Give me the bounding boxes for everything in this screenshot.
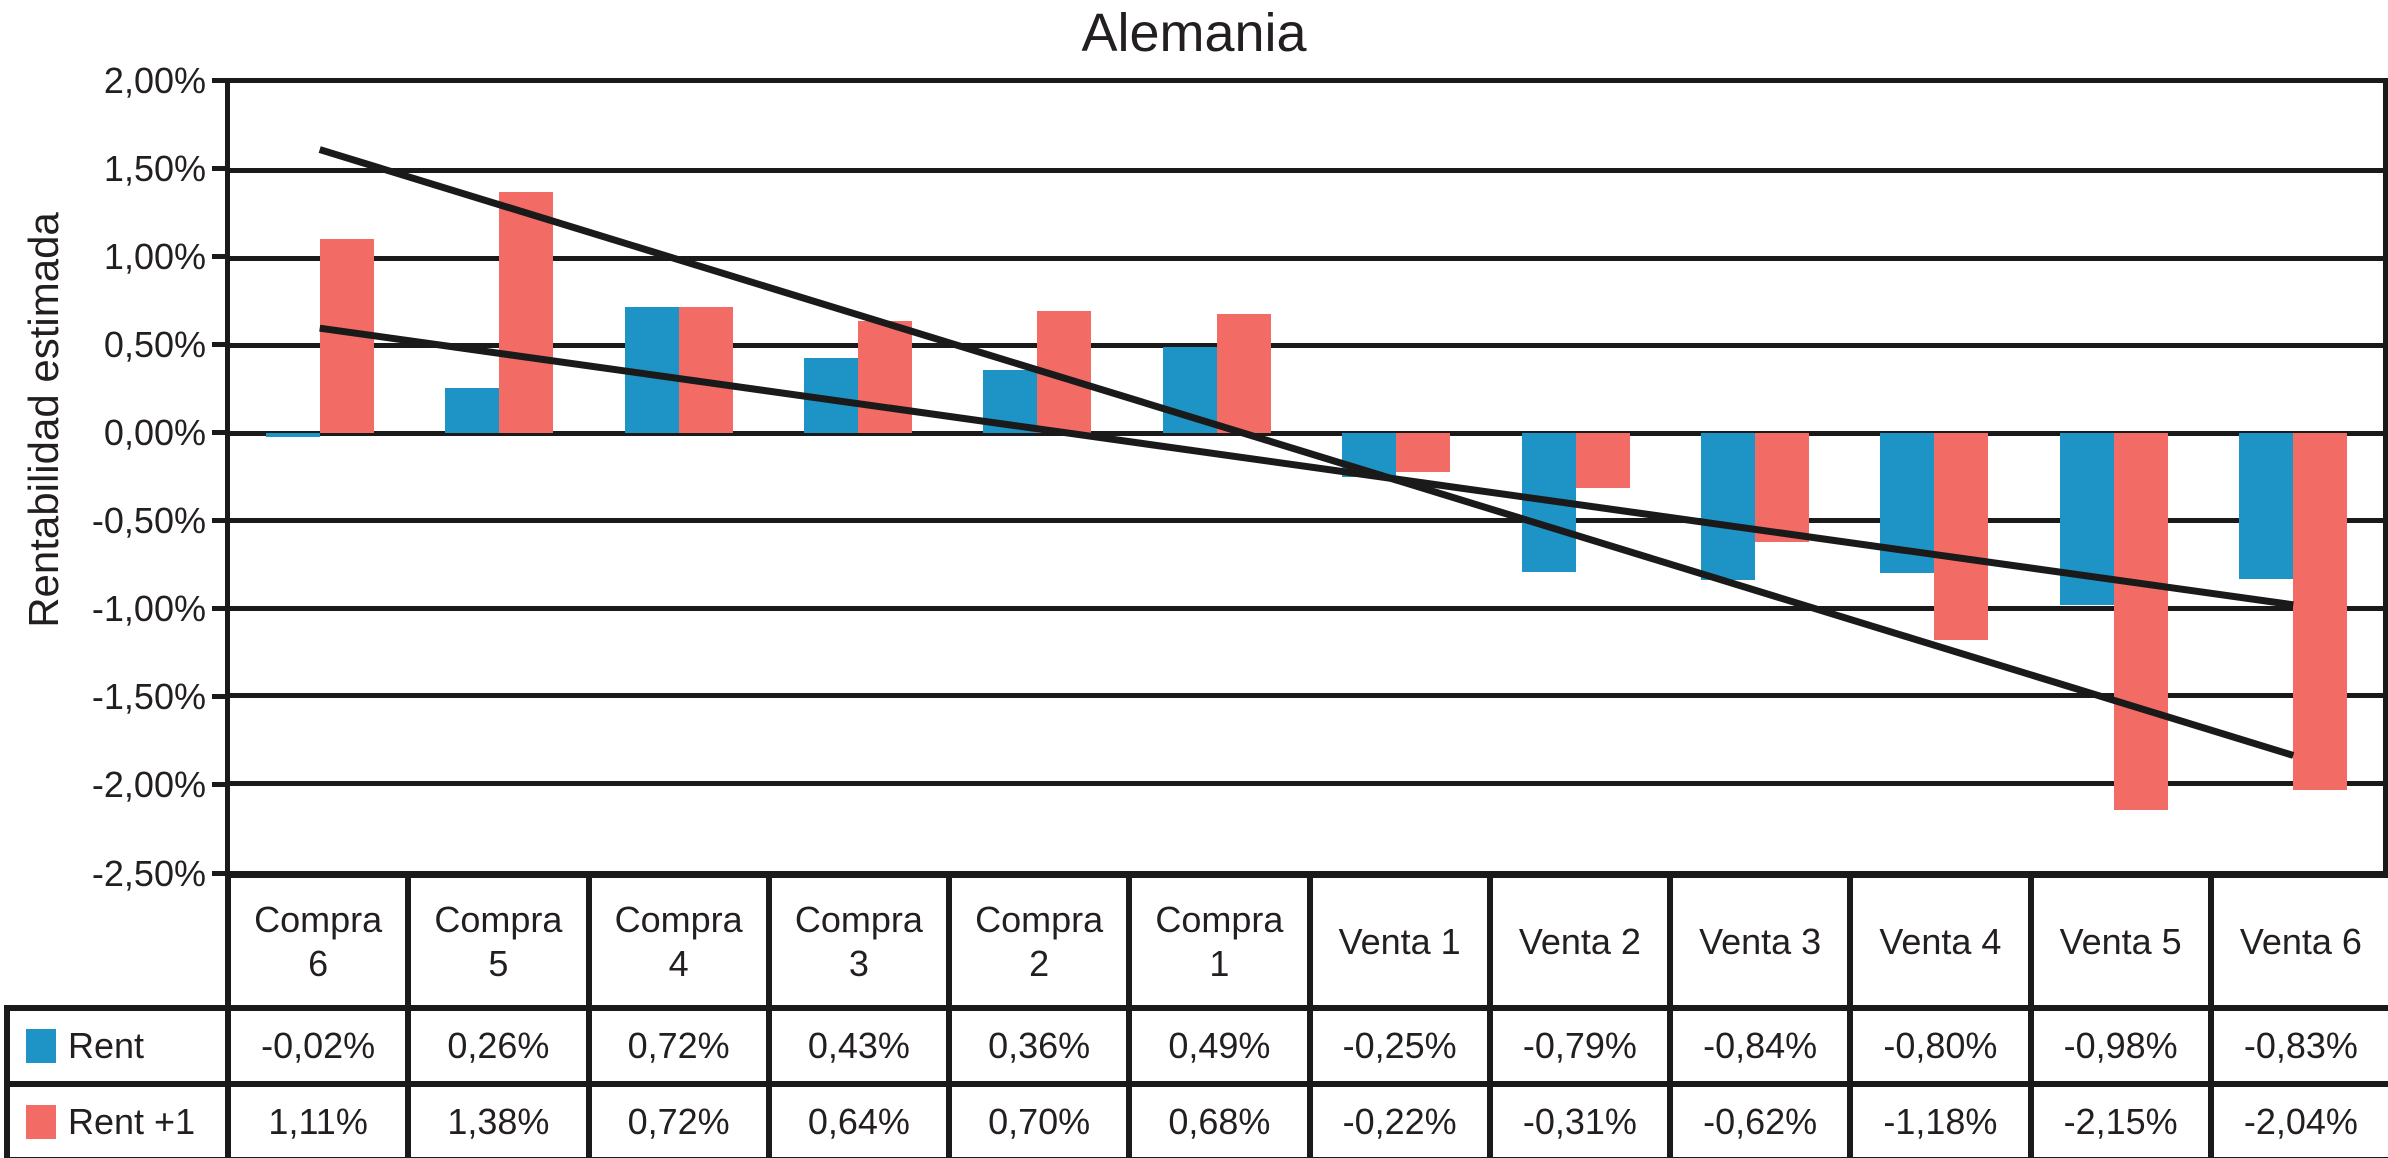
value-cell-4: 0,70% — [945, 1081, 1133, 1158]
legend-cell: Rent +1 — [4, 1081, 231, 1158]
y-tick-label: 2,00% — [103, 59, 206, 101]
value-cell-11: -0,83% — [2207, 1005, 2388, 1087]
y-tick-label: 1,00% — [103, 235, 206, 277]
value-cell-3: 0,43% — [765, 1005, 953, 1087]
category-header-row: Compra 6 Compra 5 Compra 4 Compra 3 Compra 2… — [7, 872, 2388, 1011]
legend-swatch-icon — [26, 1105, 56, 1139]
y-axis-tick — [212, 518, 226, 524]
legend-series-name: Rent +1 — [68, 1101, 196, 1142]
bar-rent-0 — [265, 433, 320, 437]
y-axis-tick — [212, 341, 226, 347]
value-cell-7: -0,79% — [1486, 1005, 1674, 1087]
category-label-6: Venta 1 — [1306, 872, 1493, 1011]
y-tick-label: 0,00% — [103, 411, 206, 453]
gridline — [230, 255, 2383, 261]
y-tick-label: -1,00% — [91, 588, 206, 630]
bar-rent-+1-1 — [499, 191, 554, 434]
y-axis-tick — [212, 782, 226, 788]
category-label-11: Venta 6 — [2207, 872, 2388, 1011]
bar-rent-+1-9 — [1934, 433, 1989, 640]
gridline — [230, 518, 2383, 524]
bar-rent-11 — [2239, 433, 2294, 579]
bar-rent-+1-5 — [1216, 314, 1271, 434]
gridline — [230, 780, 2383, 786]
gridline — [230, 430, 2383, 436]
legend-swatch-icon — [26, 1029, 56, 1063]
y-axis-tick — [212, 429, 226, 435]
y-tick-label: -2,00% — [91, 764, 206, 806]
value-cell-9: -0,80% — [1847, 1005, 2034, 1087]
bar-rent-+1-6 — [1396, 433, 1451, 472]
data-table: Compra 6 Compra 5 Compra 4 Compra 3 Compra 2… — [4, 872, 2388, 1158]
value-cell-3: 0,64% — [765, 1081, 953, 1158]
legend-cell: Rent — [4, 1005, 231, 1087]
chart-title: Alemania — [1081, 3, 1307, 63]
value-cell-11: -2,04% — [2207, 1081, 2388, 1158]
gridline — [230, 693, 2383, 699]
y-axis-tick — [212, 870, 226, 876]
y-axis-tick — [212, 694, 226, 700]
y-tick-label: -2,50% — [91, 852, 206, 894]
plot-area — [225, 78, 2388, 876]
category-label-8: Venta 3 — [1666, 872, 1854, 1011]
category-label-5: Compra 1 — [1126, 872, 1313, 1011]
bar-rent-8 — [1701, 433, 1756, 581]
value-cell-0: -0,02% — [224, 1005, 412, 1087]
y-axis-tick — [212, 253, 226, 259]
bar-rent-+1-11 — [2293, 433, 2348, 791]
category-label-0: Compra 6 — [224, 872, 412, 1011]
category-label-2: Compra 4 — [585, 872, 772, 1011]
value-cell-4: 0,36% — [945, 1005, 1133, 1087]
value-cell-6: -0,22% — [1306, 1081, 1493, 1158]
value-cell-6: -0,25% — [1306, 1005, 1493, 1087]
bar-rent-1 — [445, 387, 500, 434]
value-cell-2: 0,72% — [585, 1081, 772, 1158]
trendlines-layer — [318, 146, 2295, 759]
gridline — [230, 168, 2383, 174]
y-axis-tick — [212, 77, 226, 83]
category-label-1: Compra 5 — [405, 872, 592, 1011]
legend-entry: Rent +1 — [13, 1101, 222, 1143]
gridline — [230, 343, 2383, 349]
value-cell-8: -0,84% — [1666, 1005, 1854, 1087]
y-axis-tick — [212, 165, 226, 171]
y-axis-tick — [212, 606, 226, 612]
table-spacer-cell — [7, 875, 228, 1008]
category-label-3: Compra 3 — [765, 872, 953, 1011]
value-cell-2: 0,72% — [585, 1005, 772, 1087]
value-cell-10: -2,15% — [2027, 1081, 2214, 1158]
bar-rent-+1-7 — [1575, 433, 1630, 488]
bar-rent-+1-10 — [2113, 433, 2168, 810]
series-row-rent: Rent -0,02% 0,26% 0,72% 0,43% 0,36% 0,49% -0,25… — [4, 1005, 2388, 1087]
category-label-7: Venta 2 — [1486, 872, 1674, 1011]
y-tick-label: -0,50% — [91, 500, 206, 542]
value-cell-7: -0,31% — [1486, 1081, 1674, 1158]
y-tick-label: 1,50% — [103, 147, 206, 189]
value-cell-5: 0,49% — [1126, 1005, 1313, 1087]
bar-rent-+1-3 — [857, 321, 912, 434]
value-cell-9: -1,18% — [1847, 1081, 2034, 1158]
category-label-9: Venta 4 — [1847, 872, 2034, 1011]
trendline-rent-+1 — [318, 146, 2295, 759]
category-label-10: Venta 5 — [2027, 872, 2214, 1011]
bar-rent-+1-2 — [678, 307, 733, 434]
value-cell-10: -0,98% — [2027, 1005, 2214, 1087]
legend-entry: Rent — [13, 1025, 222, 1067]
value-cell-8: -0,62% — [1666, 1081, 1854, 1158]
value-cell-1: 0,26% — [405, 1005, 592, 1087]
gridline — [230, 605, 2383, 611]
value-cell-0: 1,11% — [224, 1081, 412, 1158]
y-tick-label: 0,50% — [103, 323, 206, 365]
value-cell-5: 0,68% — [1126, 1081, 1313, 1158]
legend-series-name: Rent — [68, 1025, 145, 1066]
value-cell-1: 1,38% — [405, 1081, 592, 1158]
trendline-rent — [319, 324, 2294, 609]
y-tick-label: -1,50% — [91, 676, 206, 718]
bar-rent-+1-8 — [1755, 433, 1810, 542]
series-row-rent-+1: Rent +1 1,11% 1,38% 0,72% 0,64% 0,70% 0,68% -0,… — [4, 1081, 2388, 1158]
category-label-4: Compra 2 — [945, 872, 1133, 1011]
